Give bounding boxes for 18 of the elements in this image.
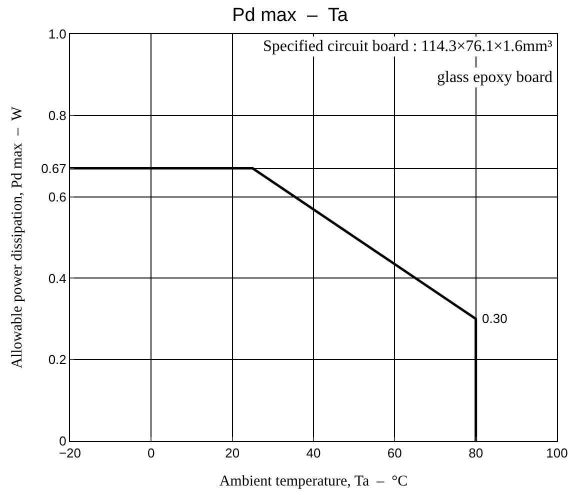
x-tick-label: 80 xyxy=(468,446,484,461)
chart-title: Pd max – Ta xyxy=(232,4,348,26)
x-axis-title: Ambient temperature, Ta – °C xyxy=(219,474,408,490)
y-tick-label: 0.67 xyxy=(41,160,66,176)
y-tick-label: 1.0 xyxy=(48,26,66,42)
y-tick-label: 0.4 xyxy=(48,270,66,286)
annotation: 0.30 xyxy=(482,311,508,326)
y-axis-title: Allowable power dissipation, Pd max – W xyxy=(9,106,26,368)
x-tick-label: 40 xyxy=(306,446,321,461)
y-tick-label: 0.6 xyxy=(48,189,66,204)
y-tick-label: 0.2 xyxy=(48,352,66,368)
y-tick-label: 0.8 xyxy=(48,108,66,123)
annotation: glass epoxy board xyxy=(437,69,553,86)
x-tick-label: 100 xyxy=(546,446,568,461)
x-tick-label: 20 xyxy=(225,446,240,461)
x-tick-label: 60 xyxy=(387,446,402,461)
x-tick-label: 0 xyxy=(148,446,155,461)
annotation: Specified circuit board : 114.3×76.1×1.6mm³ xyxy=(263,38,553,55)
